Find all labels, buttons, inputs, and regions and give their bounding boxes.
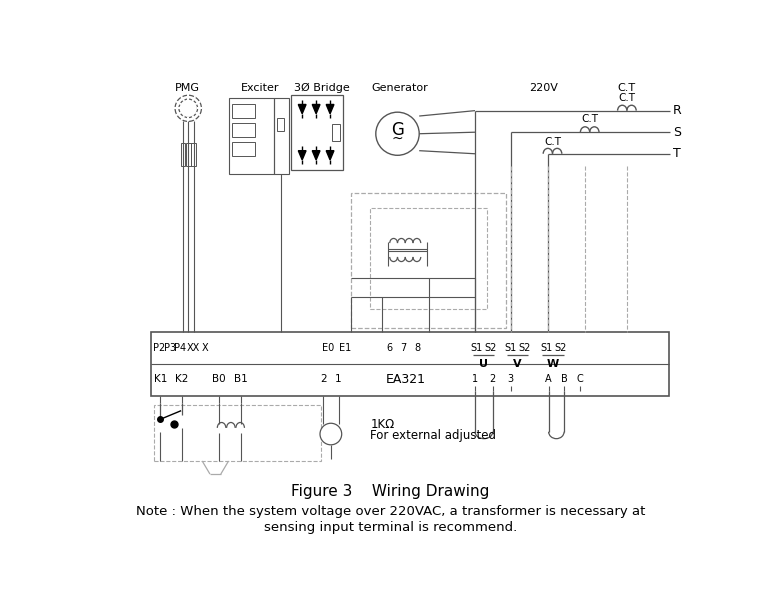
Text: E1: E1 [338,343,351,353]
Bar [232,104,255,117]
Text: B: B [561,375,568,384]
Text: E0: E0 [322,343,334,353]
Text: S2: S2 [518,343,531,353]
Text: 1: 1 [472,375,478,384]
Polygon shape [326,150,334,160]
Bar [290,95,343,170]
Text: S1: S1 [504,343,517,353]
Text: S1: S1 [540,343,552,353]
Bar [191,143,196,166]
Text: C.T: C.T [618,83,636,93]
Text: C.T: C.T [619,93,636,103]
Bar [151,332,669,395]
Text: R: R [673,104,681,117]
Text: 1: 1 [335,375,342,384]
Text: V: V [514,359,522,368]
Text: 8: 8 [415,343,421,353]
Text: S2: S2 [554,343,566,353]
Text: EA321: EA321 [386,373,425,386]
Text: A: A [546,375,552,384]
Text: 1KΩ: 1KΩ [370,418,395,431]
Bar [186,143,190,166]
Text: C.T: C.T [544,137,561,147]
Text: Note : When the system voltage over 220VAC, a transformer is necessary at: Note : When the system voltage over 220V… [136,505,645,518]
Text: G: G [391,121,404,139]
Text: P4: P4 [174,343,187,353]
Bar [232,142,255,156]
Text: S2: S2 [485,343,497,353]
Text: 220V: 220V [529,83,558,93]
Text: ~: ~ [392,132,403,146]
Bar [232,123,255,137]
Bar [181,143,185,166]
Text: PMG: PMG [175,83,200,93]
Text: C.T: C.T [581,114,598,125]
Text: 2: 2 [320,375,326,384]
Text: W: W [547,359,559,368]
Polygon shape [298,104,306,114]
Circle shape [320,423,341,445]
Bar [370,208,487,308]
Text: XX: XX [187,343,200,353]
Text: 2: 2 [490,375,496,384]
Text: 3: 3 [507,375,514,384]
Text: P2: P2 [152,343,165,353]
Text: U: U [479,359,488,368]
Text: B1: B1 [234,375,248,384]
Text: Figure 3    Wiring Drawing: Figure 3 Wiring Drawing [291,484,490,499]
Text: P3: P3 [164,343,176,353]
Text: T: T [673,147,680,160]
Text: 6: 6 [386,343,393,353]
Bar [229,98,274,174]
Text: 7: 7 [401,343,407,353]
Text: S1: S1 [470,343,482,353]
Text: S: S [673,126,680,139]
Polygon shape [298,150,306,160]
Text: X: X [201,343,208,353]
Text: K2: K2 [175,375,189,384]
Text: 3Ø Bridge: 3Ø Bridge [294,83,351,93]
Bar [351,193,506,328]
Text: Generator: Generator [371,83,428,93]
Polygon shape [312,150,320,160]
Text: Exciter: Exciter [241,83,280,93]
Text: sensing input terminal is recommend.: sensing input terminal is recommend. [264,521,517,534]
Circle shape [376,112,419,155]
Text: C: C [576,375,583,384]
Bar [154,405,321,461]
Polygon shape [312,104,320,114]
Text: K1: K1 [154,375,167,384]
Polygon shape [326,104,334,114]
Bar [332,125,340,141]
Bar [277,117,283,131]
Text: B0: B0 [213,375,226,384]
Text: For external adjusted: For external adjusted [370,429,496,442]
Bar [274,98,289,174]
